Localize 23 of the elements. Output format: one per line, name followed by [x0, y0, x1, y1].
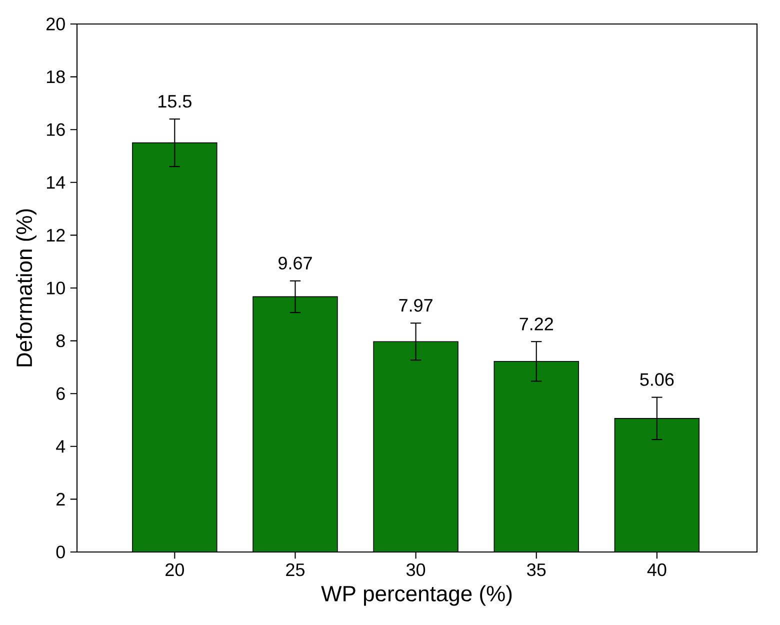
data-label: 5.06	[640, 373, 674, 386]
y-tick-label: 0	[56, 546, 65, 558]
y-tick-label: 16	[46, 123, 65, 136]
y-tick-label: 2	[56, 492, 65, 506]
x-tick-label: 40	[647, 563, 666, 576]
x-axis-title: WP percentage (%)	[321, 585, 512, 606]
y-tick-label: 8	[56, 334, 65, 348]
data-label: 7.97	[399, 298, 432, 312]
y-tick-label: 18	[46, 70, 65, 84]
y-tick-label: 14	[46, 176, 66, 189]
x-tick-label: 25	[286, 563, 304, 576]
x-tick-label: 20	[166, 563, 184, 576]
y-axis-title: Deformation (%)	[16, 209, 36, 366]
y-tick-label: 10	[46, 282, 65, 294]
data-label: 15.5	[158, 95, 192, 108]
y-tick-label: 4	[56, 440, 66, 453]
data-label: 7.22	[520, 318, 553, 330]
data-label: 9.67	[278, 256, 312, 270]
x-tick-label: 30	[406, 563, 426, 576]
y-tick-label: 6	[56, 387, 65, 400]
y-tick-label: 12	[46, 228, 65, 242]
y-tick-label: 20	[46, 18, 65, 30]
x-tick-label: 35	[527, 563, 546, 576]
